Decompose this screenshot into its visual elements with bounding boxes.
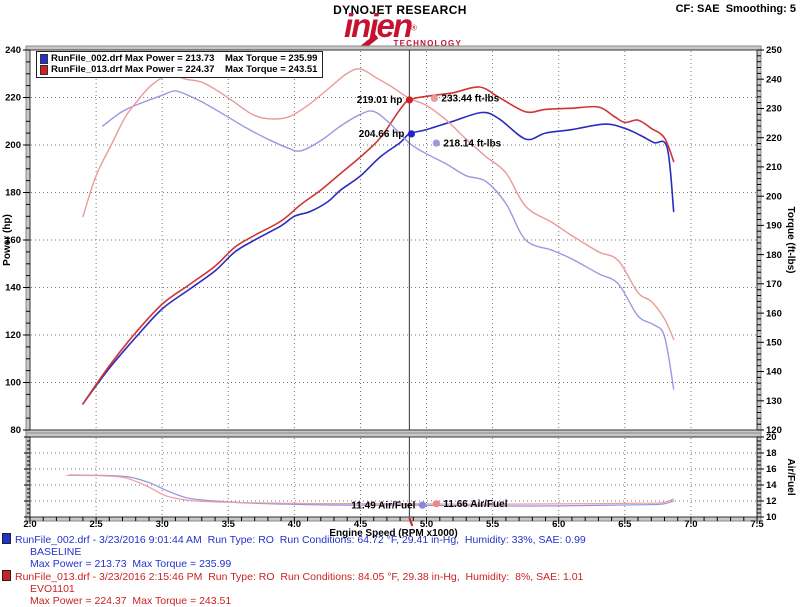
evo1101-power-curve [82,86,675,405]
torque-tick-label: 120 [766,425,782,436]
run1-name-line: BASELINE [30,546,82,558]
torque-tick-label: 160 [766,308,782,319]
cursor-value-dot [418,501,426,509]
evo1101-airfuel-curve [66,474,675,505]
torque-tick-label: 190 [766,221,782,232]
legend-swatch-red [40,64,48,75]
registered-mark-icon: ® [411,23,417,33]
cursor-marker [408,517,414,527]
power-tick-label: 220 [5,93,21,104]
x-tick-label: 3.5 [222,519,236,530]
run-legend: RunFile_002.drf Max Power = 213.73 Max T… [36,51,324,78]
app-title: DYNOJET RESEARCH [333,3,467,17]
x-tick-label: 4.0 [288,519,301,530]
torque-tick-label: 250 [766,45,782,56]
run1-max-line: Max Power = 213.73 Max Torque = 235.99 [30,558,232,570]
torque-tick-label: 150 [766,338,782,349]
torque-tick-label: 130 [766,396,782,407]
run1-color-swatch [2,533,11,544]
run2-file-line: RunFile_013.drf - 3/23/2016 2:15:46 PM R… [2,570,586,583]
legend-row-baseline: RunFile_002.drf Max Power = 213.73 Max T… [40,53,317,64]
x-tick-label: 6.0 [552,519,565,530]
torque-tick-label: 210 [766,162,782,173]
run1-file-line: RunFile_002.drf - 3/23/2016 9:01:44 AM R… [2,533,586,546]
x-tick-label: 7.5 [750,519,764,530]
power-tick-label: 140 [5,283,21,294]
torque-tick-label: 180 [766,250,782,261]
cursor-value-dot [430,94,438,102]
torque-tick-label: 230 [766,104,782,115]
run2-max-line: Max Power = 224.37 Max Torque = 243.51 [30,595,232,607]
power-tick-label: 200 [5,140,21,151]
airfuel-tick-label: 10 [766,512,777,523]
x-tick-label: 5.5 [486,519,500,530]
torque-axis-title: Torque (ft-lbs) [785,206,796,273]
airfuel-tick-label: 20 [766,432,777,443]
airfuel-tick-label: 18 [766,448,777,459]
airfuel-axis-title: Air/Fuel [785,458,796,495]
torque-tick-label: 170 [766,279,782,290]
torque-tick-label: 140 [766,367,782,378]
legend-label: RunFile_013.drf Max Power = 224.37 Max T… [51,64,318,75]
power-tick-label: 240 [5,45,21,56]
cursor-value-dot [405,96,413,104]
power-tick-label: 120 [5,330,21,341]
power-tick-label: 180 [5,188,21,199]
legend-swatch-blue [40,53,48,64]
cursor-value-dot [407,130,415,138]
legend-label: RunFile_002.drf Max Power = 213.73 Max T… [51,53,318,64]
cursor-value-label: 233.44 ft-lbs [441,94,499,105]
cursor-value-label: 204.66 hp [359,129,405,140]
correction-smoothing-label: CF: SAE Smoothing: 5 [675,3,796,15]
airfuel-tick-label: 12 [766,496,777,507]
injen-logo-text: injen [344,7,413,44]
x-tick-label: 3.0 [156,519,169,530]
torque-tick-label: 200 [766,191,782,202]
legend-row-evo1101: RunFile_013.drf Max Power = 224.37 Max T… [40,64,317,75]
cursor-value-label: 11.66 Air/Fuel [443,499,507,510]
x-tick-label: 6.5 [618,519,632,530]
x-tick-label: 2.0 [23,519,36,530]
x-tick-label: 2.5 [89,519,103,530]
baseline-power-curve [82,111,675,405]
torque-tick-label: 220 [766,133,782,144]
run2-color-swatch [2,570,11,581]
baseline-airfuel-curve [69,474,675,507]
airfuel-tick-label: 14 [766,480,777,491]
run2-name-line: EVO1101 [30,583,75,595]
cursor-value-label: 11.49 Air/Fuel [351,500,415,511]
cursor-value-label: 218.14 ft-lbs [443,138,501,149]
x-tick-label: 5.0 [420,519,433,530]
torque-tick-label: 240 [766,74,782,85]
airfuel-tick-label: 16 [766,464,777,475]
power-axis-title: Power (hp) [2,214,13,266]
x-tick-label: 4.5 [354,519,368,530]
x-tick-label: 7.0 [684,519,697,530]
power-tick-label: 80 [10,425,21,436]
cursor-value-label: 219.01 hp [357,95,403,106]
power-tick-label: 160 [5,235,21,246]
run-details-footer: RunFile_002.drf - 3/23/2016 9:01:44 AM R… [2,533,586,607]
injen-logo-subtext: TECHNOLOGY [393,39,462,48]
baseline-torque-curve [102,90,675,390]
cursor-value-dot [432,500,440,508]
injen-logo: injen® TECHNOLOGY [344,7,462,57]
cursor-value-dot [432,139,440,147]
dyno-chart: 2.0 2.5 3.0 3.5 4.0 4.5 5.0 5.5 6.0 6.5 7.0 7.5 80 10… [2,45,796,530]
power-tick-label: 100 [5,378,21,389]
